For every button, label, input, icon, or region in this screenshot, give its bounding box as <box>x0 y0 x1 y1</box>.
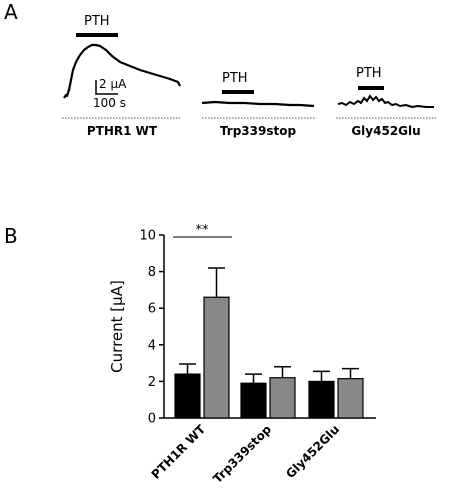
y-tick-label: 2 <box>148 375 156 390</box>
panel-b-letter: B <box>4 224 18 248</box>
bar <box>308 380 335 419</box>
scale-bar <box>95 80 118 95</box>
trace-gly452glu <box>337 94 434 109</box>
scale-current-label: 2 µA <box>99 77 127 91</box>
y-tick-label: 10 <box>139 229 156 244</box>
panel-a-letter: A <box>4 0 18 24</box>
y-tick-label: 4 <box>148 338 156 353</box>
x-tick-label: PTH1R WT <box>149 422 209 482</box>
y-tick-label: 0 <box>148 412 156 427</box>
bar <box>174 373 201 419</box>
bar <box>203 296 230 419</box>
y-axis-label: Current [µA] <box>108 280 126 373</box>
bar <box>240 382 267 419</box>
panel-a-traces <box>62 33 436 119</box>
pth-label-2: PTH <box>222 71 248 86</box>
trace-label-gly452glu: Gly452Glu <box>351 124 421 138</box>
significance-marker: ** <box>196 223 210 238</box>
chart-bars <box>174 267 364 419</box>
trace-trp339stop <box>201 100 315 108</box>
bar <box>269 377 296 419</box>
trace-pthr1-wt <box>63 43 181 99</box>
scale-time-label: 100 s <box>93 96 126 110</box>
pth-label-1: PTH <box>84 14 110 29</box>
y-tick-label: 6 <box>148 302 156 317</box>
bar-chart: 0 2 4 6 8 10 Current [µA] PTH1R WT Trp339stop Gly… <box>108 223 376 486</box>
pth-label-3: PTH <box>356 66 382 81</box>
x-tick-label: Trp339stop <box>210 422 274 486</box>
y-tick-label: 8 <box>148 265 156 280</box>
x-tick-label: Gly452Glu <box>283 422 342 481</box>
bar <box>337 378 364 419</box>
trace-label-trp339stop: Trp339stop <box>219 124 297 138</box>
trace-label-pthr1-wt: PTHR1 WT <box>86 124 158 138</box>
